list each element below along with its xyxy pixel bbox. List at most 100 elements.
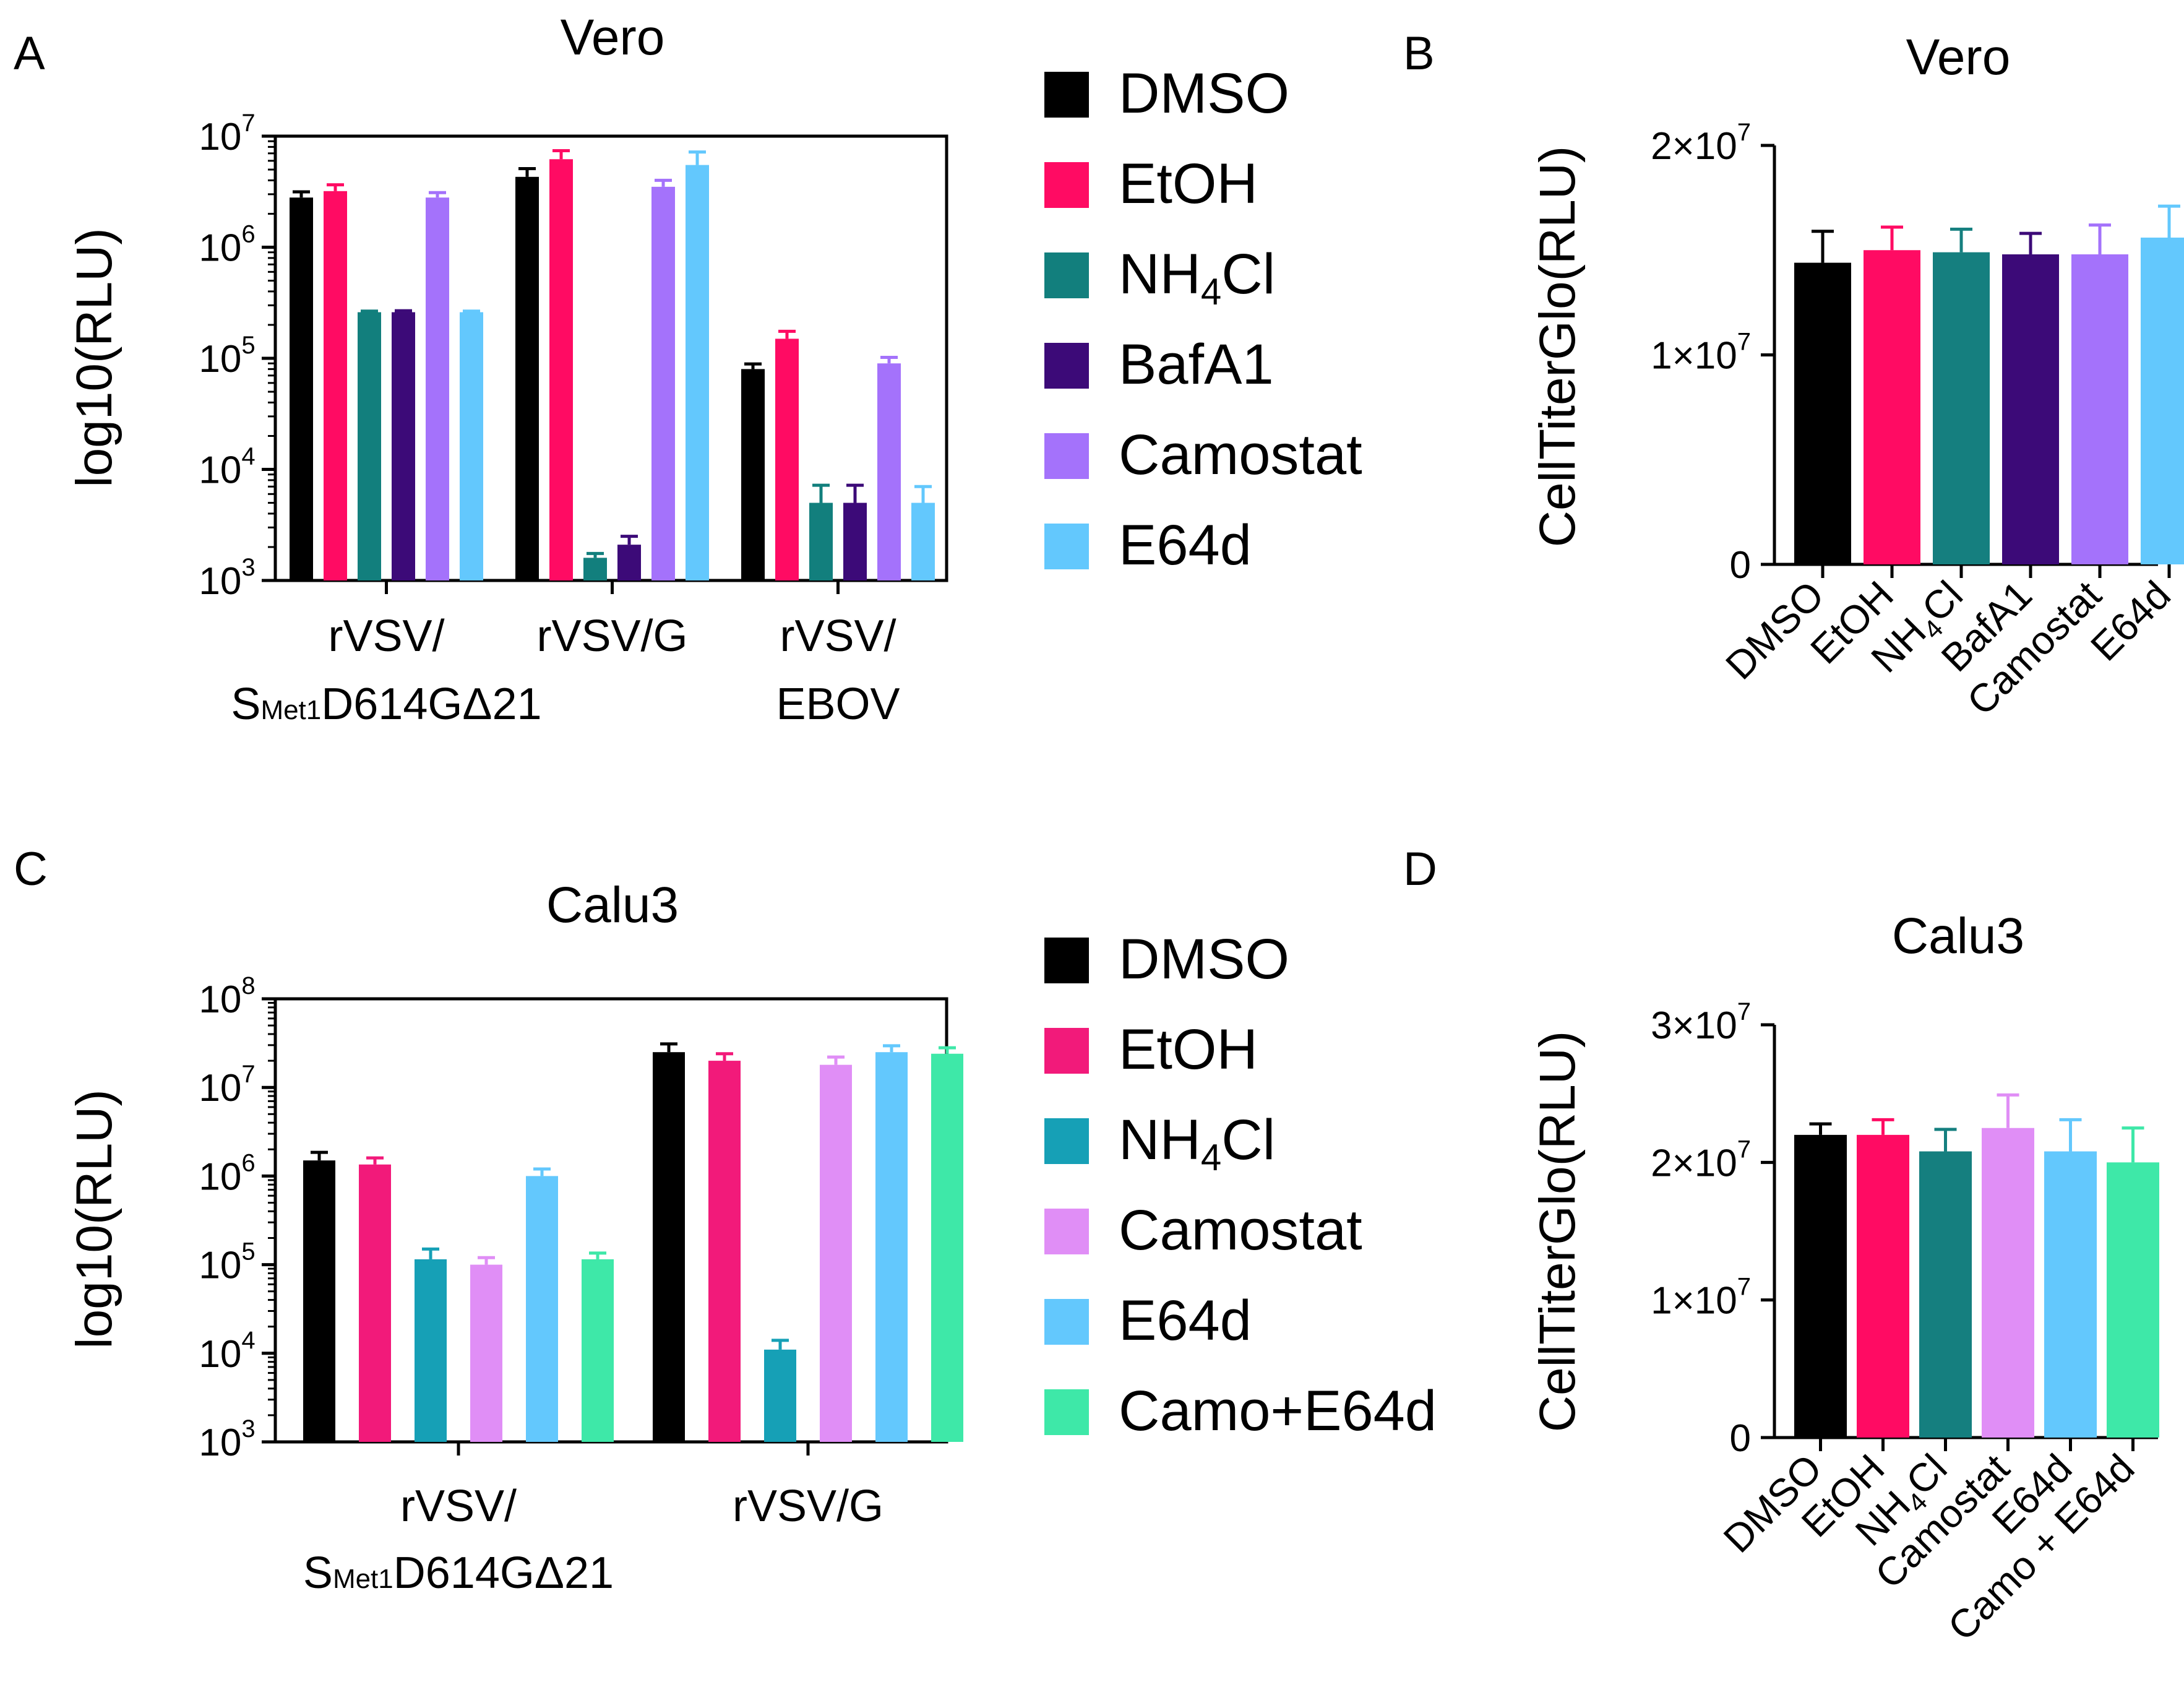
text-span: 3×10 — [1651, 1004, 1737, 1047]
y-tick-label: 1×107 — [1651, 329, 1751, 377]
text-span: 6 — [241, 1149, 255, 1176]
x-category-label-line2: EBOV — [776, 679, 900, 729]
text-span: 4 — [241, 443, 255, 470]
bar — [582, 1259, 614, 1442]
text-span: E64d — [2082, 572, 2179, 670]
text-span: 1×10 — [1651, 335, 1737, 377]
text-span: 6 — [241, 221, 255, 248]
bar — [1794, 262, 1851, 564]
x-category-label-line2: SMet1D614GΔ21 — [303, 1548, 614, 1598]
y-tick-label: 103 — [199, 554, 255, 603]
text-span: S — [303, 1548, 333, 1598]
legend-label: DMSO — [1119, 928, 1289, 991]
text-span: 2×10 — [1651, 1142, 1737, 1184]
bar — [392, 312, 415, 580]
text-span: 4 — [241, 1327, 255, 1354]
x-category-label: rVSV/ — [400, 1482, 517, 1531]
text-span: S — [231, 679, 260, 729]
text-span: 10 — [199, 227, 241, 270]
bar — [2107, 1162, 2159, 1438]
bar — [653, 1052, 685, 1442]
legend-swatch — [1044, 162, 1089, 208]
x-category-label: rVSV/G — [733, 1482, 883, 1531]
y-tick-label: 108 — [199, 972, 255, 1021]
text-span: 0 — [1730, 544, 1751, 587]
text-span: 10 — [199, 1067, 241, 1110]
text-span: D614GΔ21 — [393, 1548, 614, 1598]
bar — [820, 1064, 852, 1442]
text-span: 10 — [199, 1333, 241, 1376]
bar — [324, 191, 347, 581]
text-span: 10 — [199, 1421, 241, 1464]
y-axis-label: log10(RLU) — [66, 1089, 123, 1348]
legend-label: NH4Cl — [1119, 243, 1275, 313]
text-span: Met1 — [260, 695, 321, 725]
y-tick-label: 107 — [199, 1061, 255, 1110]
bar — [290, 197, 313, 581]
legend-label: EtOH — [1119, 152, 1258, 215]
text-span: Camostat — [1119, 423, 1362, 486]
text-span: 7 — [1737, 329, 1751, 356]
bar — [549, 159, 573, 580]
bar — [741, 369, 765, 580]
text-span: 7 — [1737, 119, 1751, 146]
text-span: DMSO — [1119, 62, 1289, 125]
text-span: 10 — [199, 560, 241, 603]
bar — [708, 1061, 741, 1442]
text-span: EtOH — [1119, 1018, 1258, 1081]
text-span: Cl — [1221, 243, 1275, 306]
x-category-label: E64d — [2082, 572, 2179, 670]
legend-swatch — [1044, 1028, 1089, 1074]
y-tick-label: 105 — [199, 1238, 255, 1287]
text-span: 10 — [199, 1155, 241, 1198]
legend-label: E64d — [1119, 514, 1252, 577]
legend-label: BafA1 — [1119, 333, 1274, 396]
bar — [460, 312, 483, 580]
text-span: NH — [1119, 243, 1201, 306]
legend-label: E64d — [1119, 1289, 1252, 1352]
text-span: Cl — [1221, 1108, 1275, 1171]
panel-label: B — [1403, 27, 1435, 80]
y-tick-label: 103 — [199, 1415, 255, 1464]
chart-title: Calu3 — [1892, 908, 2024, 964]
y-axis-label: CellTiterGlo(RLU) — [1529, 1031, 1586, 1432]
bar — [1933, 252, 1990, 564]
legend-swatch — [1044, 524, 1089, 569]
bar — [764, 1349, 796, 1442]
bar — [1982, 1128, 2034, 1438]
legend-swatch — [1044, 1209, 1089, 1254]
legend-label: Camostat — [1119, 423, 1362, 486]
text-span: 10 — [199, 978, 241, 1021]
y-tick-label: 0 — [1730, 544, 1751, 587]
bar — [470, 1264, 502, 1442]
legend-label: Camostat — [1119, 1199, 1362, 1262]
text-span: EtOH — [1119, 152, 1258, 215]
bar — [617, 545, 641, 580]
y-tick-label: 1×107 — [1651, 1274, 1751, 1322]
text-span: 7 — [1737, 1136, 1751, 1163]
panel-label: C — [14, 843, 48, 895]
bar — [1864, 250, 1920, 564]
chart-title: Vero — [1906, 29, 2011, 85]
text-span: 2×10 — [1651, 125, 1737, 168]
text-span: 1×10 — [1651, 1280, 1737, 1322]
legend-swatch — [1044, 1118, 1089, 1164]
text-span: E64d — [1119, 514, 1252, 577]
x-category-label: rVSV/G — [536, 611, 687, 661]
chart-title: Vero — [561, 9, 665, 66]
text-span: 7 — [1737, 1274, 1751, 1301]
text-span: 10 — [199, 449, 241, 492]
legend-swatch — [1044, 1389, 1089, 1435]
bar — [775, 339, 799, 580]
text-span: 10 — [199, 1244, 241, 1287]
bar — [303, 1160, 335, 1442]
text-span: Met1 — [333, 1564, 393, 1594]
legend-swatch — [1044, 938, 1089, 983]
y-tick-label: 0 — [1730, 1417, 1751, 1460]
text-span: 5 — [241, 1238, 255, 1266]
bar — [651, 186, 675, 580]
text-span: 5 — [241, 332, 255, 359]
bar — [686, 165, 709, 581]
bar — [515, 176, 539, 580]
